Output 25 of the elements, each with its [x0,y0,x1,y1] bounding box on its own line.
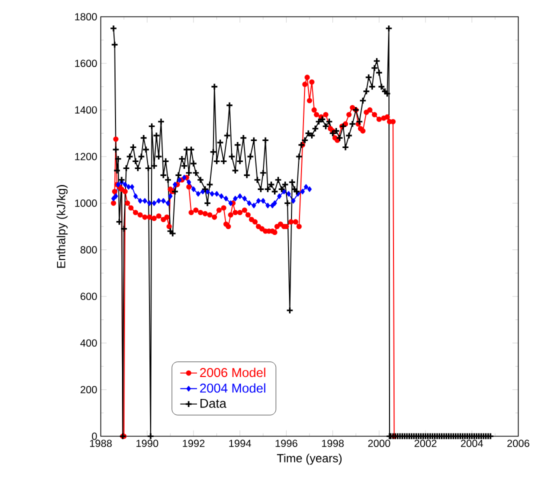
y-tick-label: 1000 [75,199,97,207]
y-tick-label: 600 [80,292,97,300]
x-tick-label: 2004 [460,440,484,447]
x-tick-label: 1988 [90,440,112,447]
x-tick-label: 2006 [507,440,530,447]
x-tick-label: 1990 [136,440,158,447]
legend-label: Data [200,398,226,408]
y-tick-label: 800 [80,246,97,254]
legend-label: 2004 Model [200,383,266,393]
y-tick-label: 1800 [75,12,97,20]
x-tick-label: 2002 [414,440,436,447]
y-tick-label: 200 [80,386,97,394]
y-tick-label: 1400 [75,106,97,114]
y-tick-label: 1600 [75,60,97,67]
x-tick-label: 1996 [276,440,298,447]
y-tick-label: 0 [92,432,97,440]
x-tick-label: 1998 [322,440,344,447]
y-tick-label: 1200 [75,152,97,160]
y-axis-title: Enthalpy (kJ/kg) [56,184,68,268]
x-tick-label: 1994 [229,440,252,447]
x-tick-label: 1992 [182,440,204,447]
x-tick-label: 2000 [368,440,390,447]
y-tick-label: 400 [80,339,97,346]
x-axis-title: Time (years) [276,454,342,465]
legend-label: 2006 Model [200,368,266,377]
